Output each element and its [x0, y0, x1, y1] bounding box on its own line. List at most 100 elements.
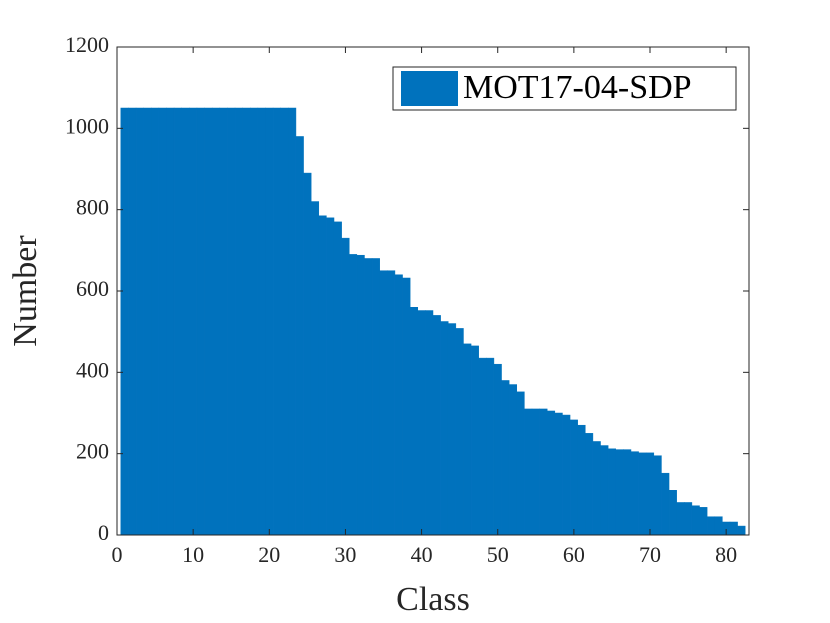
y-tick-label: 400: [76, 357, 109, 382]
bar: [539, 408, 548, 536]
bar: [668, 490, 677, 536]
bar: [577, 424, 586, 536]
bar: [280, 107, 289, 536]
bar: [310, 201, 320, 536]
bar: [645, 452, 655, 536]
bar: [326, 217, 335, 536]
bar: [333, 221, 342, 536]
bar: [265, 107, 274, 536]
bar: [135, 107, 144, 536]
y-tick-label: 600: [76, 276, 109, 301]
bar: [615, 449, 624, 536]
bar: [166, 107, 175, 536]
bar: [607, 448, 616, 536]
bar: [158, 107, 167, 536]
bar: [638, 452, 647, 536]
x-tick-label: 40: [411, 542, 433, 567]
bar: [379, 270, 388, 536]
bar: [486, 357, 495, 536]
bar: [242, 107, 251, 536]
bar: [554, 412, 563, 536]
bar: [699, 507, 708, 536]
y-tick-label: 0: [98, 520, 109, 545]
bar: [364, 258, 373, 536]
bar: [234, 107, 243, 536]
y-tick-label: 200: [76, 439, 109, 464]
bar: [501, 380, 510, 536]
bar: [143, 107, 152, 536]
bar: [402, 277, 411, 536]
bar: [211, 107, 221, 536]
y-tick-label: 1200: [65, 32, 109, 57]
bar: [737, 525, 746, 536]
bar: [714, 516, 723, 536]
bar: [303, 172, 312, 536]
bar: [348, 254, 358, 536]
x-tick-label: 30: [334, 542, 356, 567]
bar: [120, 107, 129, 536]
bar: [196, 107, 205, 536]
bar: [219, 107, 228, 536]
x-axis-label: Class: [396, 581, 470, 618]
bar: [394, 274, 403, 536]
bar: [257, 107, 266, 536]
bar: [409, 307, 419, 536]
bar: [272, 107, 281, 536]
bar: [661, 472, 670, 536]
y-axis-label: Number: [7, 235, 44, 347]
bar: [447, 323, 457, 536]
bar: [676, 502, 685, 536]
bar: [531, 408, 540, 536]
bar: [128, 107, 137, 536]
bar: [562, 414, 571, 536]
bar: [684, 502, 693, 536]
y-tick-label: 1000: [65, 113, 109, 138]
bar: [546, 410, 556, 536]
bar: [516, 391, 525, 536]
bar: [493, 363, 502, 536]
bar: [425, 310, 434, 536]
bar: [455, 328, 464, 536]
x-tick-label: 70: [639, 542, 661, 567]
x-tick-label: 10: [182, 542, 204, 567]
bar: [181, 107, 190, 536]
bar: [356, 254, 365, 536]
bar: [478, 357, 487, 536]
bar: [463, 343, 472, 536]
bar: [691, 505, 700, 536]
bar: [585, 433, 594, 536]
bar: [630, 451, 639, 536]
bar: [417, 310, 426, 536]
bar: [508, 384, 518, 536]
bar: [592, 441, 601, 536]
bar: [432, 315, 441, 536]
bar: [341, 237, 350, 536]
legend-swatch: [401, 71, 458, 106]
bar: [653, 455, 662, 536]
bar: [204, 107, 213, 536]
bar: [189, 107, 198, 536]
bar: [623, 449, 632, 536]
bar: [600, 445, 609, 536]
bar: [569, 419, 578, 536]
legend-label: MOT17-04-SDP: [463, 69, 692, 106]
x-tick-label: 0: [112, 542, 123, 567]
y-tick-label: 800: [76, 195, 109, 220]
bar: [295, 136, 304, 536]
bar: [151, 107, 160, 536]
x-tick-label: 60: [563, 542, 585, 567]
x-tick-label: 80: [715, 542, 737, 567]
bar: [173, 107, 182, 536]
x-tick-label: 50: [487, 542, 509, 567]
bar: [706, 516, 715, 536]
bar: [288, 107, 297, 536]
bar: [250, 107, 259, 536]
bar: [524, 408, 533, 536]
x-tick-label: 20: [258, 542, 280, 567]
bar: [227, 107, 236, 536]
bar: [371, 258, 380, 536]
bar: [470, 345, 479, 536]
bar: [387, 270, 396, 536]
bar: [318, 215, 327, 536]
